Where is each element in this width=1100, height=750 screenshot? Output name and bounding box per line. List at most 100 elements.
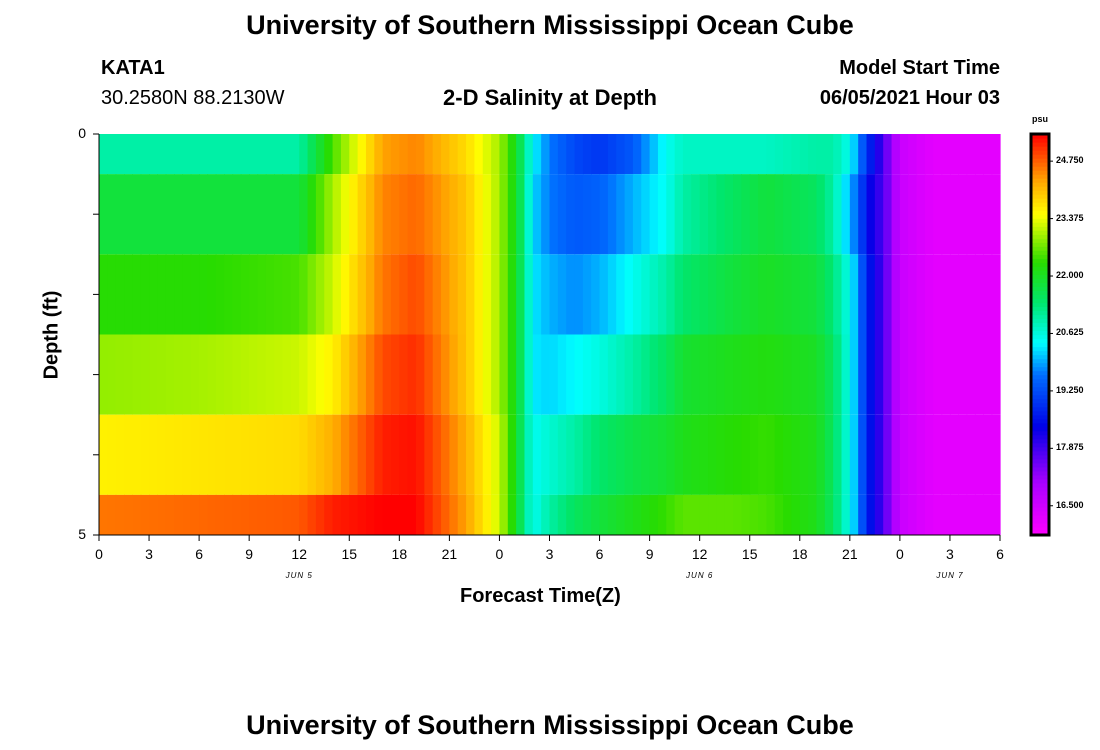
heatmap-cell <box>916 134 926 175</box>
colorbar-tick-label: 23.375 <box>1056 212 1084 223</box>
heatmap-cell <box>516 174 526 255</box>
heatmap-cell <box>349 334 359 415</box>
heatmap-cell <box>682 134 692 175</box>
heatmap-cell <box>124 414 133 495</box>
heatmap-cell <box>107 334 117 415</box>
heatmap-cell <box>791 254 801 335</box>
heatmap-cell <box>666 174 676 255</box>
colorbar-swatch <box>1031 178 1049 183</box>
heatmap-cell <box>232 334 242 415</box>
heatmap-cell <box>933 494 943 535</box>
heatmap-cell <box>708 494 717 535</box>
heatmap-cell <box>783 414 793 495</box>
heatmap-cell <box>290 414 300 495</box>
heatmap-cell <box>916 254 926 335</box>
heatmap-cell <box>107 134 117 175</box>
heatmap-cell <box>758 254 767 335</box>
heatmap-cell <box>340 334 350 415</box>
colorbar-swatch <box>1031 310 1049 316</box>
heatmap-cell <box>240 134 250 175</box>
colorbar-swatch <box>1031 322 1049 328</box>
heatmap-cell <box>424 334 434 415</box>
heatmap-cell <box>140 494 150 535</box>
heatmap-cell <box>441 134 450 175</box>
heatmap-cell <box>883 174 893 255</box>
heatmap-cell <box>616 174 626 255</box>
heatmap-cell <box>549 494 559 535</box>
colorbar-swatch <box>1031 414 1049 420</box>
heatmap-cell <box>516 134 526 175</box>
colorbar-swatch <box>1031 294 1049 300</box>
heatmap-cell <box>332 494 342 535</box>
heatmap-cell <box>916 414 926 495</box>
heatmap-cell <box>307 254 317 335</box>
heatmap-cell <box>724 174 734 255</box>
heatmap-cell <box>991 494 1001 535</box>
heatmap-cell <box>207 174 217 255</box>
heatmap-cell <box>215 134 225 175</box>
heatmap-cell <box>874 174 884 255</box>
heatmap-cell <box>257 494 267 535</box>
model-start-label: Model Start Time <box>839 57 1000 79</box>
heatmap-cell <box>741 414 751 495</box>
heatmap-cell <box>165 134 175 175</box>
date-label: JUN 6 <box>686 571 714 580</box>
heatmap-cell <box>182 174 192 255</box>
heatmap-cell <box>232 254 242 335</box>
heatmap-cell <box>666 494 676 535</box>
colorbar-swatch <box>1031 406 1049 412</box>
heatmap-cell <box>582 254 592 335</box>
heatmap-cell <box>349 134 359 175</box>
colorbar-swatch <box>1031 466 1049 472</box>
heatmap-cell <box>190 174 200 255</box>
colorbar-swatch <box>1031 374 1049 380</box>
heatmap-cell <box>783 334 793 415</box>
heatmap-cell <box>991 134 1001 175</box>
heatmap-cell <box>449 334 459 415</box>
heatmap-cell <box>908 134 918 175</box>
heatmap-cell <box>416 254 425 335</box>
heatmap-cell <box>474 254 484 335</box>
heatmap-cell <box>99 174 108 255</box>
colorbar-tick-label: 22.000 <box>1056 270 1084 281</box>
heatmap-cell <box>399 174 409 255</box>
heatmap-cell <box>649 254 659 335</box>
heatmap-cell <box>299 254 309 335</box>
x-tick-label: 9 <box>245 546 254 562</box>
heatmap-cell <box>207 494 217 535</box>
colorbar-swatch <box>1031 278 1049 283</box>
heatmap-cell <box>774 254 784 335</box>
heatmap-cell <box>724 494 734 535</box>
heatmap-cell <box>741 134 751 175</box>
heatmap-cell <box>374 334 384 415</box>
heatmap-cell <box>749 494 759 535</box>
heatmap-cell <box>424 134 434 175</box>
colorbar-swatch <box>1031 274 1049 279</box>
colorbar-swatch <box>1031 434 1049 440</box>
heatmap-cell <box>716 494 726 535</box>
heatmap-cell <box>549 174 559 255</box>
heatmap-cell <box>674 174 684 255</box>
x-tick-label: 18 <box>391 546 408 562</box>
heatmap-cell <box>124 174 133 255</box>
heatmap-cell <box>165 174 175 255</box>
heatmap-cell <box>499 254 509 335</box>
colorbar-swatch <box>1031 502 1049 508</box>
heatmap-cell <box>858 134 868 175</box>
heatmap-cell <box>983 414 993 495</box>
colorbar-swatch <box>1031 210 1049 215</box>
heatmap-cell <box>766 254 776 335</box>
heatmap-cell <box>607 174 617 255</box>
heatmap-cell <box>232 494 242 535</box>
heatmap-cell <box>457 134 467 175</box>
heatmap-cell <box>507 494 517 535</box>
colorbar-swatch <box>1031 262 1049 267</box>
heatmap-cell <box>482 494 492 535</box>
heatmap-cell <box>399 494 409 535</box>
heatmap-cell <box>374 134 384 175</box>
heatmap-cell <box>708 414 717 495</box>
heatmap-cell <box>891 254 901 335</box>
colorbar-swatch <box>1031 258 1049 263</box>
heatmap-cell <box>682 414 692 495</box>
colorbar-swatch <box>1031 230 1049 235</box>
